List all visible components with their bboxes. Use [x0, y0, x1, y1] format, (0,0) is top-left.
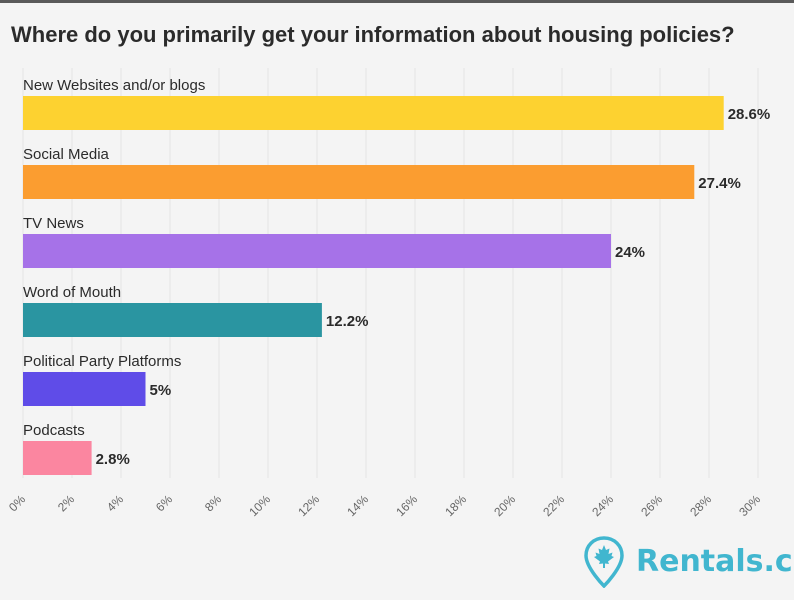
value-label: 5%	[150, 382, 172, 399]
x-tick-label: 2%	[55, 492, 77, 514]
value-label: 27.4%	[698, 175, 741, 192]
bar-layer: New Websites and/or blogs 28.6% Social Med…	[23, 77, 770, 475]
x-tick-label: 28%	[687, 492, 714, 519]
map-pin-maple-leaf-icon	[584, 536, 624, 588]
x-tick-label: 18%	[442, 492, 469, 519]
x-tick-label: 14%	[344, 492, 371, 519]
x-tick-label: 4%	[104, 492, 126, 514]
category-label: Social Media	[23, 146, 110, 163]
x-tick-label: 20%	[491, 492, 518, 519]
category-label: TV News	[23, 215, 84, 232]
value-label: 24%	[615, 244, 645, 261]
bar	[23, 234, 611, 268]
bar-chart: New Websites and/or blogs 28.6% Social Med…	[6, 68, 770, 519]
value-label: 12.2%	[326, 313, 369, 330]
value-label: 28.6%	[728, 106, 771, 123]
bar	[23, 165, 695, 199]
bar	[23, 96, 724, 130]
x-tick-label: 26%	[638, 492, 665, 519]
x-tick-label: 0%	[6, 492, 28, 514]
x-tick-label: 30%	[736, 492, 763, 519]
chart-title: Where do you primarily get your informat…	[11, 22, 735, 47]
top-rule	[0, 0, 794, 3]
category-label: New Websites and/or blogs	[23, 77, 205, 94]
rentals-logo: Rentals.ca	[584, 536, 794, 588]
bar	[23, 372, 146, 406]
category-label: Word of Mouth	[23, 284, 121, 301]
x-tick-label: 8%	[202, 492, 224, 514]
logo-text: Rentals.ca	[636, 544, 794, 579]
category-label: Political Party Platforms	[23, 353, 181, 370]
grid-layer	[22, 68, 759, 478]
value-label: 2.8%	[96, 451, 130, 468]
x-tick-label: 6%	[153, 492, 175, 514]
x-tick-label: 22%	[540, 492, 567, 519]
category-label: Podcasts	[23, 422, 85, 439]
x-tick-label: 24%	[589, 492, 616, 519]
x-axis-ticks: 0% 2% 4% 6% 8% 10% 12% 14% 16% 18% 20% 22% 24% 26% 28%…	[6, 492, 763, 519]
bar	[23, 441, 92, 475]
x-tick-label: 12%	[295, 492, 322, 519]
x-tick-label: 16%	[393, 492, 420, 519]
bar	[23, 303, 322, 337]
x-tick-label: 10%	[246, 492, 273, 519]
